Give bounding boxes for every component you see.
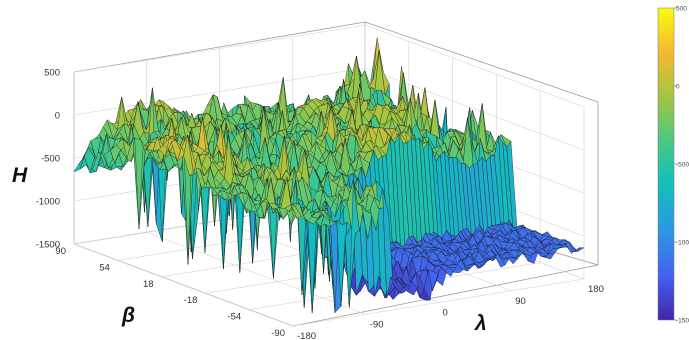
beta-tick-label: 54 [99,262,110,273]
colorbar-ticks: 500 0 -500 -100 -150 [674,6,689,325]
beta-tick-label: -54 [227,312,241,323]
colorbar: 500 0 -500 -100 -150 [657,6,689,325]
surface-mesh [73,37,585,314]
z-tick-label: -1500 [36,240,60,251]
z-axis-title: H [12,164,28,187]
lambda-tick-labels: -180 -90 0 90 180 [297,284,604,340]
colorbar-gradient [657,7,675,321]
beta-tick-label: -90 [271,328,285,339]
z-tick-label: -500 [41,154,60,165]
beta-tick-label: 90 [55,246,66,257]
beta-axis-title: β [121,304,135,327]
lambda-axis-title: λ [474,312,487,335]
lambda-tick-label: 180 [588,284,604,295]
colorbar-tick-label: -150 [676,318,689,325]
z-tick-label: -1000 [36,197,60,208]
colorbar-tick-label: -100 [676,240,689,247]
z-tick-labels: 500 0 -500 -1000 -1500 [36,68,60,251]
colorbar-tick-label: -500 [676,162,689,169]
beta-tick-labels: 90 54 18 -18 -54 -90 [55,246,285,339]
z-tick-label: 0 [55,111,60,122]
colorbar-tick-label: 500 [676,6,687,13]
beta-tick-label: 18 [143,279,154,290]
lambda-tick-label: -180 [297,331,316,340]
beta-tick-label: -18 [184,295,198,306]
lambda-tick-label: 90 [515,296,526,307]
lambda-tick-label: -90 [370,319,384,330]
z-tick-label: 500 [44,68,60,79]
lambda-tick-label: 0 [443,308,448,319]
surface-facet [573,247,585,252]
colorbar-tick-label: 0 [676,84,680,91]
